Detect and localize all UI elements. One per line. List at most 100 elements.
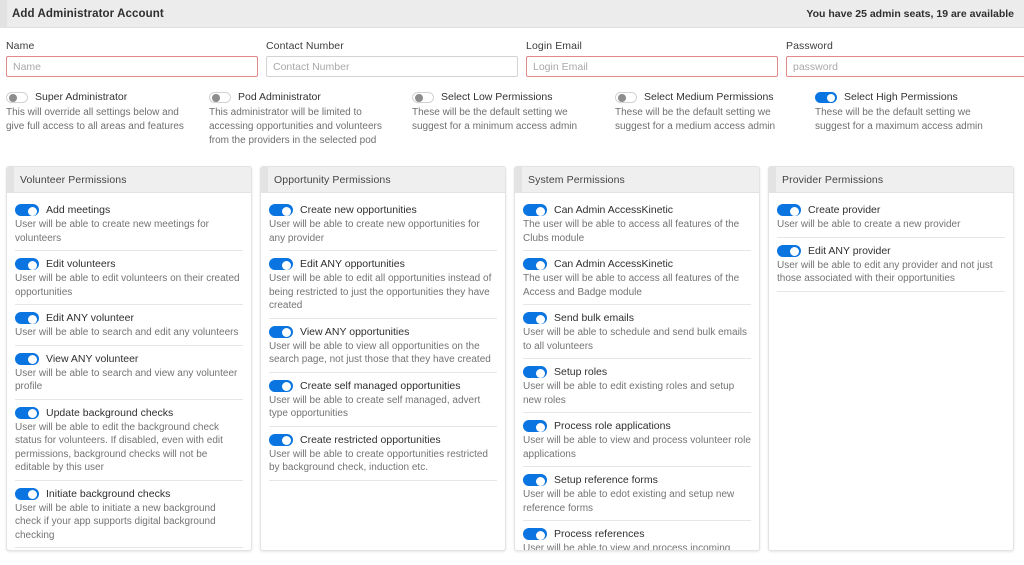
panel-title: Volunteer Permissions [20,173,127,186]
toggle-knob [281,382,291,391]
permission-description: User will be able to search and view any… [15,367,243,400]
permission-panels-row: Volunteer Permissions Add meetings User wi… [0,148,1024,559]
preset-toggle-row[interactable]: Super Administrator [6,91,195,103]
permission-toggle-0-4[interactable] [15,406,39,419]
titlebar-left-group: Add Administrator Account [0,0,164,28]
preset-description: These will be the default setting we sug… [412,107,578,132]
permission-toggle-0-1[interactable] [15,258,39,270]
permission-description: User will be able to view and process vo… [523,434,751,467]
name-input[interactable] [6,56,258,77]
admin-seats-status: You have 25 admin seats, 19 are availabl… [806,7,1014,20]
permission-toggle-row[interactable]: Edit ANY opportunities [269,258,497,270]
permission-toggle-row[interactable]: View ANY volunteer [15,352,243,365]
permission-toggle-row[interactable]: Setup reference forms [523,474,751,486]
field-password-label: Password [786,40,833,52]
permission-toggle-row[interactable]: Create provider [777,204,1005,216]
preset-toggle-4[interactable] [815,91,837,103]
contact-number-input[interactable] [266,56,518,77]
permission-description: User will be able to initiate a new back… [15,502,243,548]
panel-header-accent-strip [261,167,268,193]
permission-row: View ANY volunteer User will be able to s… [15,346,243,400]
permission-row: Create self managed opportunities User wi… [269,373,497,427]
permission-description: User will be able to edit existing roles… [523,380,751,413]
permission-toggle-row[interactable]: Create new opportunities [269,204,497,216]
permission-panel: System Permissions Can Admin AccessKineti… [514,166,760,551]
permission-row: Edit ANY opportunities User will be able … [269,251,497,319]
permission-toggle-2-3[interactable] [523,366,547,378]
permission-toggle-row[interactable]: Create restricted opportunities [269,433,497,446]
login-email-input[interactable] [526,56,778,77]
preset-toggle-row[interactable]: Select Low Permissions [412,91,601,103]
field-contact-number: Contact Number [266,40,518,77]
permission-toggle-0-5[interactable] [15,487,39,500]
toggle-knob [535,260,545,270]
permission-panel: Provider Permissions Create provider User … [768,166,1014,551]
permission-description: User will be able to create self managed… [269,394,497,427]
permission-toggle-row[interactable]: Create self managed opportunities [269,379,497,392]
preset-toggle-row[interactable]: Select High Permissions [815,91,1006,103]
permission-toggle-1-1[interactable] [269,258,293,270]
permission-toggle-3-0[interactable] [777,204,801,216]
permission-toggle-2-0[interactable] [523,204,547,216]
password-input[interactable] [786,56,1024,77]
preset-option: Select High Permissions These will be the… [815,91,1020,148]
preset-label: Pod Administrator [238,91,321,103]
permission-toggle-row[interactable]: Can Admin AccessKinetic [523,258,751,270]
permission-toggle-2-2[interactable] [523,312,547,324]
permission-toggle-row[interactable]: Update background checks [15,406,243,419]
permission-toggle-row[interactable]: View ANY opportunities [269,325,497,338]
permission-label: Can Admin AccessKinetic [554,258,674,270]
permission-row: Setup roles User will be able to edit exi… [523,359,751,413]
preset-label: Select Low Permissions [441,91,553,103]
permission-description: User will be able to search and edit any… [15,326,243,346]
permission-toggle-2-6[interactable] [523,528,547,540]
field-contact-number-label: Contact Number [266,40,344,52]
panel-title: Provider Permissions [782,173,884,186]
preset-toggle-row[interactable]: Select Medium Permissions [615,91,801,103]
permission-toggle-0-3[interactable] [15,352,39,365]
permission-toggle-1-2[interactable] [269,325,293,338]
page-title: Add Administrator Account [12,7,164,20]
permission-toggle-row[interactable]: Can Admin AccessKinetic [523,204,751,216]
permission-toggle-1-4[interactable] [269,433,293,446]
permission-row: Edit volunteers User will be able to edit… [15,251,243,305]
preset-toggle-3[interactable] [615,91,637,103]
preset-description: This administrator will be limited to ac… [209,107,382,146]
permission-toggle-1-3[interactable] [269,379,293,392]
permission-toggle-row[interactable]: Edit volunteers [15,258,243,270]
permission-toggle-row[interactable]: Edit ANY volunteer [15,312,243,324]
field-login-email-label: Login Email [526,40,582,52]
permission-description: The user will be able to access all feat… [523,218,751,251]
toggle-knob [27,206,37,216]
permission-toggle-2-5[interactable] [523,474,547,486]
permission-description: User will be able to create new opportun… [269,218,497,251]
permission-row: Edit ANY volunteer User will be able to s… [15,305,243,346]
permission-toggle-1-0[interactable] [269,204,293,216]
permission-row: Process role applications User will be ab… [523,413,751,467]
preset-description: This will override all settings below an… [6,107,184,132]
permission-toggle-row[interactable]: Add meetings [15,204,243,216]
permission-toggle-3-1[interactable] [777,244,801,257]
preset-toggle-0[interactable] [6,91,28,103]
permission-toggle-row[interactable]: Process role applications [523,420,751,432]
account-form-row: Name Contact Number Login Email Password [0,28,1024,77]
permission-description: User will be able to edit any provider a… [777,259,1005,292]
preset-option: Select Low Permissions These will be the … [412,91,615,148]
permission-toggle-2-4[interactable] [523,420,547,432]
preset-toggle-1[interactable] [209,91,231,103]
preset-toggle-2[interactable] [412,91,434,103]
permission-description: User will be able to create opportunitie… [269,448,497,481]
permission-label: Send bulk emails [554,312,634,324]
permission-toggle-row[interactable]: Edit ANY provider [777,244,1005,257]
toggle-knob [535,314,545,324]
permission-toggle-row[interactable]: Send bulk emails [523,312,751,324]
permission-toggle-0-2[interactable] [15,312,39,324]
permission-label: Create provider [808,204,881,216]
panel-header: Volunteer Permissions [7,167,251,193]
permission-toggle-row[interactable]: Setup roles [523,366,751,378]
permission-toggle-0-0[interactable] [15,204,39,216]
permission-toggle-row[interactable]: Process references [523,528,751,540]
permission-toggle-2-1[interactable] [523,258,547,270]
preset-toggle-row[interactable]: Pod Administrator [209,91,398,103]
permission-toggle-row[interactable]: Initiate background checks [15,487,243,500]
